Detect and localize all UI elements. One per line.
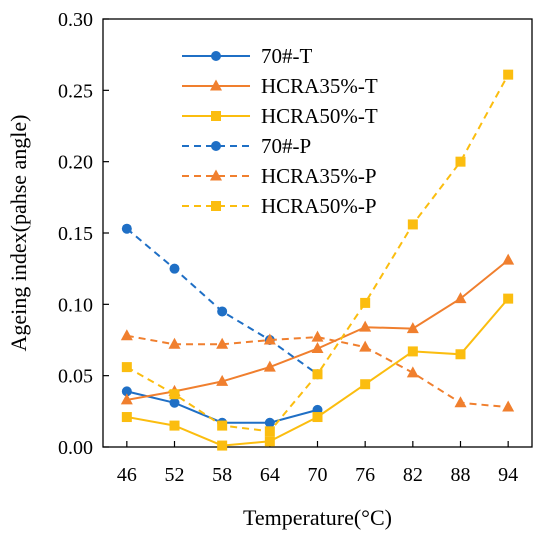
y-tick-label-3: 0.15 (58, 223, 93, 245)
legend-item-1: HCRA35%-T (182, 74, 378, 98)
point-3-0 (121, 223, 132, 234)
point-4-4 (311, 330, 324, 342)
point-4-8 (502, 400, 515, 412)
point-5-2 (217, 420, 228, 431)
point-2-4 (312, 412, 323, 423)
series-3 (121, 223, 323, 380)
point-3-2 (217, 306, 228, 317)
point-2-6 (407, 346, 418, 357)
point-1-2 (216, 374, 229, 386)
y-tick-label-5: 0.25 (58, 80, 93, 102)
point-1-8 (502, 253, 515, 265)
point-1-7 (454, 292, 467, 304)
point-2-7 (455, 349, 466, 360)
point-4-1 (168, 337, 181, 349)
series-5 (121, 69, 514, 437)
x-axis-ticks: 46 52 58 64 70 76 82 88 94 (117, 441, 518, 486)
legend-item-5: HCRA50%-P (182, 194, 377, 218)
x-tick-label-0: 46 (117, 464, 137, 486)
point-1-5 (359, 320, 372, 332)
legend-marker-2 (211, 111, 221, 121)
point-2-2 (217, 440, 228, 451)
x-tick-label-6: 82 (403, 464, 423, 486)
point-2-8 (503, 293, 514, 304)
point-5-1 (169, 389, 180, 400)
point-5-0 (121, 362, 132, 373)
legend-label-0: 70#-T (261, 44, 312, 68)
legend-item-2: HCRA50%-T (182, 104, 378, 128)
x-tick-label-3: 64 (260, 464, 280, 486)
point-4-6 (406, 366, 419, 378)
legend-label-1: HCRA35%-T (261, 74, 378, 98)
point-5-6 (407, 219, 418, 230)
point-5-3 (264, 426, 275, 437)
y-tick-label-6: 0.30 (58, 9, 93, 31)
series-2 (121, 293, 514, 451)
point-4-5 (359, 340, 372, 352)
legend-marker-1 (210, 79, 222, 91)
y-axis-ticks: 0.00 0.05 0.10 0.15 0.20 0.25 0.30 (58, 9, 109, 459)
series-line-4 (126, 334, 509, 409)
point-1-6 (406, 322, 419, 334)
x-tick-label-8: 94 (498, 464, 518, 486)
legend-label-2: HCRA50%-T (261, 104, 378, 128)
point-2-5 (360, 379, 371, 390)
legend-item-3: 70#-P (182, 134, 311, 158)
point-0-0 (121, 386, 132, 397)
legend: 70#-T HCRA35%-T HCRA50%-T 70#-P HCRA35%-P HCR… (182, 44, 378, 218)
x-tick-label-5: 76 (355, 464, 375, 486)
series-line-3 (126, 227, 319, 376)
point-5-7 (455, 156, 466, 167)
legend-marker-0 (211, 51, 221, 61)
y-axis-title: Ageing index(pahse angle) (6, 114, 31, 351)
point-2-0 (121, 412, 132, 423)
point-4-7 (454, 396, 467, 408)
series-4 (120, 329, 515, 412)
point-1-3 (263, 360, 276, 372)
x-tick-label-4: 70 (308, 464, 328, 486)
point-0-3 (264, 417, 275, 428)
point-5-8 (503, 69, 514, 80)
point-5-4 (312, 369, 323, 380)
y-tick-label-2: 0.10 (58, 294, 93, 316)
legend-item-4: HCRA35%-P (182, 164, 377, 188)
series-1 (120, 253, 515, 405)
point-4-3 (263, 333, 276, 345)
x-tick-label-2: 58 (212, 464, 232, 486)
legend-label-5: HCRA50%-P (261, 194, 377, 218)
point-5-5 (360, 297, 371, 308)
legend-item-0: 70#-T (182, 44, 312, 68)
point-3-1 (169, 263, 180, 274)
y-tick-label-0: 0.00 (58, 437, 93, 459)
point-0-1 (169, 397, 180, 408)
plot-area (120, 69, 515, 451)
point-4-2 (216, 337, 229, 349)
legend-marker-4 (210, 169, 222, 181)
legend-marker-5 (211, 201, 221, 211)
x-axis-title: Temperature(°C) (243, 505, 392, 530)
y-tick-label-4: 0.20 (58, 152, 93, 174)
x-tick-label-1: 52 (165, 464, 185, 486)
legend-marker-3 (211, 141, 221, 151)
point-2-3 (264, 436, 275, 447)
point-4-0 (120, 329, 133, 341)
point-1-4 (311, 342, 324, 354)
legend-label-3: 70#-P (261, 134, 311, 158)
x-tick-label-7: 88 (451, 464, 471, 486)
legend-label-4: HCRA35%-P (261, 164, 377, 188)
point-1-0 (120, 393, 133, 405)
y-tick-label-1: 0.05 (58, 366, 93, 388)
point-2-1 (169, 420, 180, 431)
